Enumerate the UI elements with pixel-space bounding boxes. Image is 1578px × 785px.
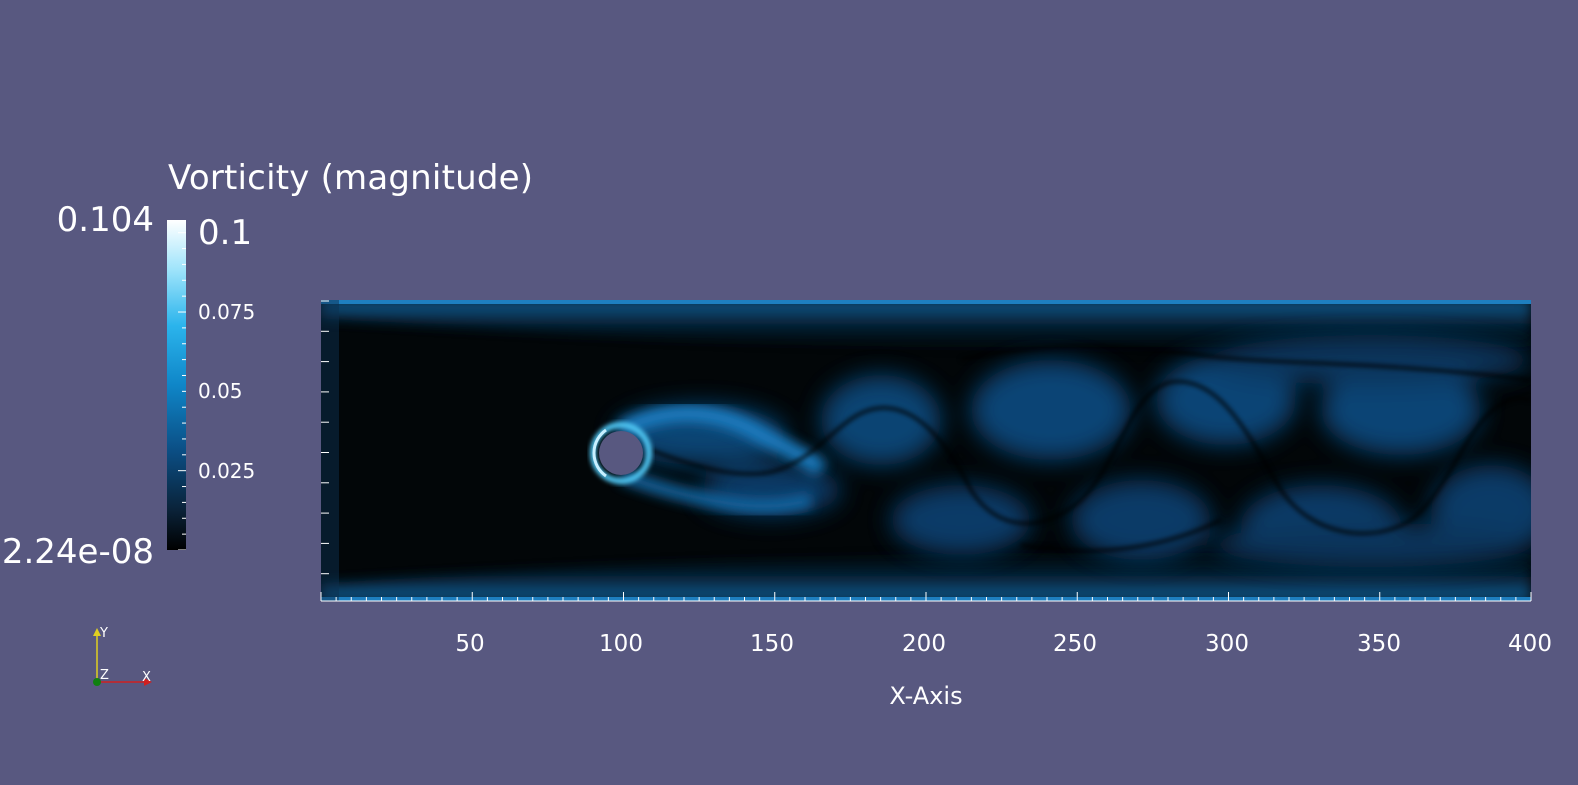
x-tick-label: 50 bbox=[455, 631, 485, 657]
colorbar-min-label: 2.24e-08 bbox=[1, 532, 154, 572]
x-tick-label: 350 bbox=[1357, 631, 1401, 657]
colorbar-tick-label: 0.1 bbox=[198, 213, 253, 253]
legend-title: Vorticity (magnitude) bbox=[168, 158, 534, 198]
colorbar-max-label: 0.104 bbox=[56, 200, 154, 240]
orientation-axes-widget: Y Z X bbox=[80, 622, 170, 702]
colorbar bbox=[167, 220, 186, 550]
colorbar-tick-label: 0.075 bbox=[198, 300, 256, 324]
axis-x-label: X bbox=[142, 670, 151, 685]
colorbar-tick-label: 0.05 bbox=[198, 379, 243, 403]
vorticity-field[interactable] bbox=[321, 300, 1531, 601]
x-tick-label: 250 bbox=[1053, 631, 1097, 657]
axis-y-label: Y bbox=[100, 626, 108, 641]
x-tick-label: 400 bbox=[1508, 631, 1552, 657]
x-tick-label: 150 bbox=[750, 631, 794, 657]
x-tick-label: 300 bbox=[1205, 631, 1249, 657]
x-axis-title: X-Axis bbox=[889, 682, 963, 710]
x-tick-label: 100 bbox=[599, 631, 643, 657]
colorbar-tick-label: 0.025 bbox=[198, 459, 256, 483]
axis-z-label: Z bbox=[100, 668, 109, 683]
x-tick-label: 200 bbox=[902, 631, 946, 657]
